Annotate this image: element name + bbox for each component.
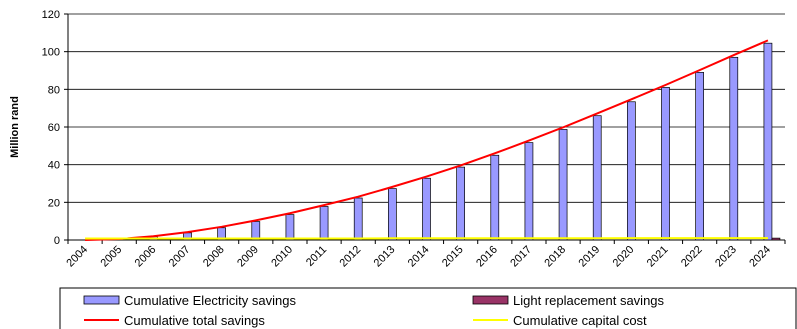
x-tick-label: 2009: [235, 244, 261, 270]
legend-box: [59, 287, 797, 329]
y-tick-labels: 0 20 40 60 80 100 120: [42, 9, 60, 247]
x-tick-labels: 2004 2005 2006 2007 2008 2009 2010 2011 2012 2013…: [64, 244, 773, 270]
electricity-savings-bar: [251, 221, 261, 241]
legend-items: Cumulative Electricity savings Light repl…: [83, 293, 665, 328]
x-tick-label: 2004: [64, 244, 90, 270]
legend-label: Light replacement savings: [513, 293, 665, 308]
electricity-savings-bar: [627, 101, 636, 241]
y-axis-label: Million rand: [9, 96, 21, 158]
electricity-savings-bar: [592, 115, 602, 241]
bars: [114, 42, 781, 241]
y-tick-label: 20: [48, 197, 60, 209]
x-tick-label: 2022: [679, 244, 705, 270]
electricity-savings-bar: [729, 56, 739, 241]
electricity-savings-bar: [490, 154, 500, 241]
y-tick-label: 100: [42, 47, 60, 59]
legend-label: Cumulative capital cost: [513, 313, 647, 328]
y-tick-label: 80: [48, 84, 60, 96]
x-tick-label: 2020: [611, 244, 637, 270]
x-tick-label: 2015: [440, 244, 466, 270]
lines: [85, 39, 769, 241]
x-tick-label: 2014: [406, 244, 432, 270]
electricity-savings-bar: [763, 42, 773, 241]
electricity-savings-bar: [456, 166, 465, 241]
x-tick-label: 2023: [713, 244, 739, 270]
electricity-savings-bar: [661, 87, 670, 241]
y-tick-label: 40: [48, 160, 60, 172]
electricity-savings-bar: [353, 197, 363, 241]
x-tick-label: 2006: [133, 244, 159, 270]
legend: Cumulative Electricity savings Light repl…: [59, 287, 797, 329]
legend-swatch: [472, 295, 509, 305]
electricity-savings-bar: [695, 72, 704, 241]
x-tick-label: 2012: [338, 244, 364, 270]
electricity-savings-bar: [524, 142, 534, 241]
y-tick-label: 0: [54, 235, 60, 247]
x-tick-label: 2017: [508, 244, 534, 270]
x-tick-label: 2008: [201, 244, 227, 270]
electricity-savings-bar: [388, 188, 397, 241]
x-tick-label: 2021: [645, 244, 671, 270]
gridlines: [68, 13, 785, 203]
x-tick-label: 2024: [747, 244, 773, 270]
x-tick-label: 2013: [372, 244, 398, 270]
x-tick-label: 2007: [167, 244, 193, 270]
electricity-savings-bar: [422, 177, 431, 241]
electricity-savings-bar: [558, 129, 568, 241]
electricity-savings-bar: [319, 206, 329, 241]
legend-label: Cumulative total savings: [124, 313, 265, 328]
x-tick-label: 2010: [269, 244, 295, 270]
total-savings-line: [85, 39, 769, 241]
x-tick-label: 2018: [542, 244, 568, 270]
light-replacement-bar: [771, 237, 781, 241]
x-tick-label: 2016: [474, 244, 500, 270]
legend-label: Cumulative Electricity savings: [124, 293, 296, 308]
x-tick-label: 2019: [577, 244, 603, 270]
x-tick-label: 2011: [304, 244, 329, 269]
electricity-savings-bar: [285, 214, 295, 241]
legend-swatch: [83, 295, 120, 305]
y-tick-label: 60: [48, 122, 60, 134]
x-tick-label: 2005: [99, 244, 125, 270]
y-tick-label: 120: [42, 9, 60, 21]
